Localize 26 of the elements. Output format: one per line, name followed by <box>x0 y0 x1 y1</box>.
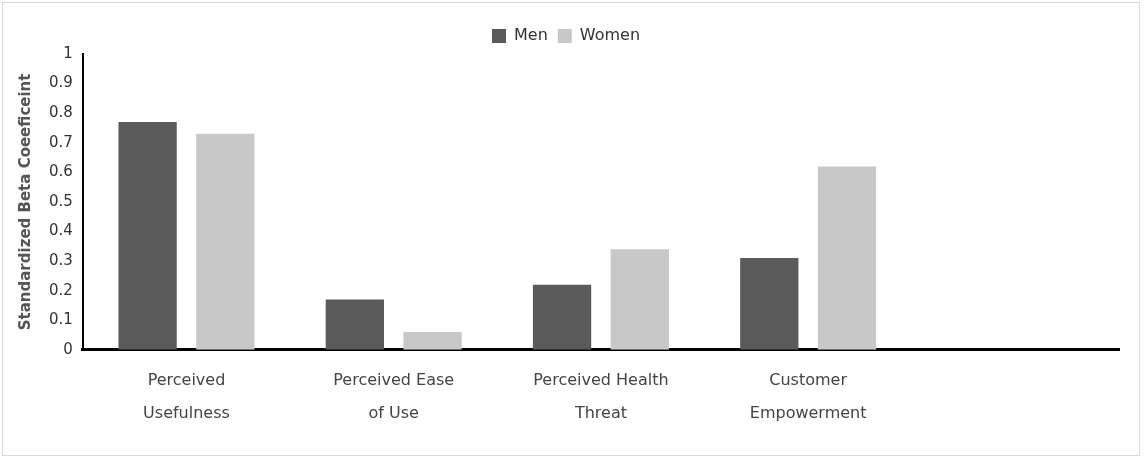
bar <box>118 122 177 350</box>
bar <box>403 332 462 350</box>
y-tick-label: 0 <box>63 339 73 358</box>
x-tick-label: Perceived Health Threat <box>533 369 669 423</box>
bar <box>740 258 799 350</box>
x-tick-label: Perceived Usefulness <box>143 369 230 423</box>
y-tick-label: 0.7 <box>49 132 73 151</box>
y-tick-label: 0.2 <box>49 280 73 299</box>
x-tick-label: Customer Empowerment <box>749 369 867 423</box>
bar <box>325 299 384 350</box>
legend-label: Men <box>513 25 548 45</box>
bar <box>817 166 877 350</box>
y-tick-label: 0.4 <box>49 221 73 240</box>
y-tick-label: 0.1 <box>49 310 73 329</box>
y-tick-label: 0.9 <box>49 73 73 92</box>
y-tick-label: 0.5 <box>49 191 73 210</box>
bar <box>196 133 255 350</box>
y-tick-label: 0.3 <box>49 250 73 269</box>
legend-label: Women <box>579 25 641 45</box>
bar <box>610 249 669 350</box>
y-tick-label: 1 <box>63 43 73 62</box>
x-tick-label: Perceived Ease of Use <box>333 369 455 423</box>
y-tick-label: 0.8 <box>49 103 73 122</box>
y-tick-label: 0.6 <box>49 162 73 181</box>
y-axis-title: Standardized Beta Coeeficeint <box>15 73 34 331</box>
bar <box>532 284 592 350</box>
